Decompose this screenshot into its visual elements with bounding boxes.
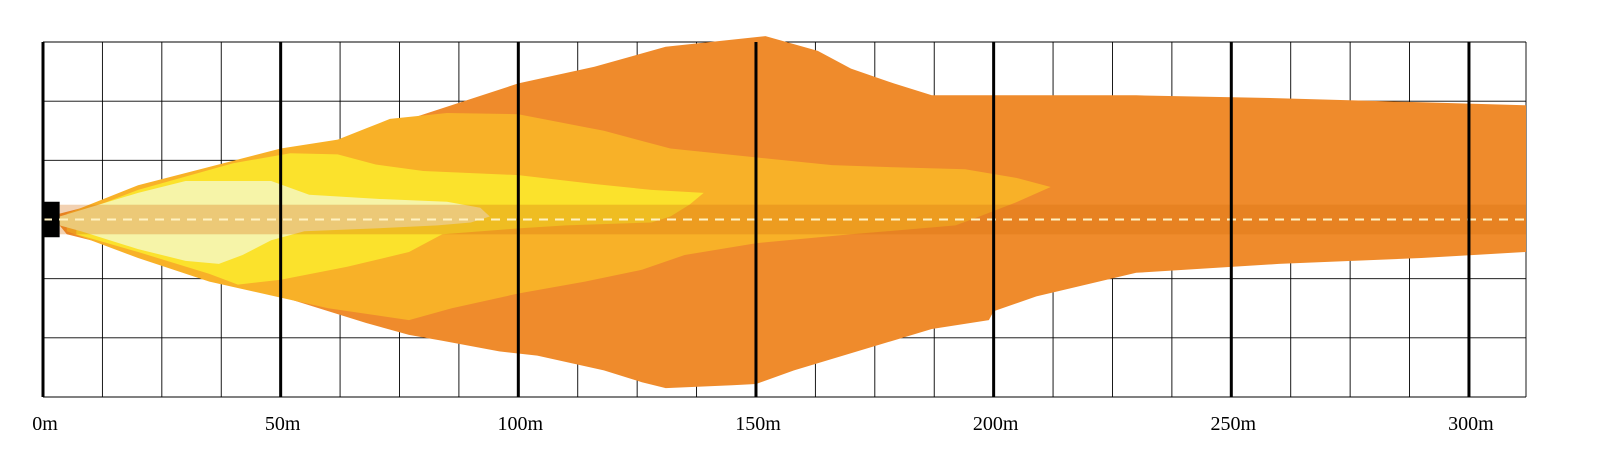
x-tick-label: 300m — [1448, 413, 1494, 435]
x-tick-label: 100m — [498, 413, 544, 435]
x-tick-label: 200m — [973, 413, 1019, 435]
x-tick-label: 0m — [32, 413, 58, 435]
beam-area-inner — [59, 181, 490, 264]
x-axis-ticks: 0m 50m 100m 150m 200m 250m 300m — [32, 413, 1494, 435]
major-grid — [41, 42, 1471, 397]
x-tick-label: 250m — [1211, 413, 1257, 435]
beam-areas — [59, 36, 1527, 389]
center-band — [43, 201, 1526, 238]
x-tick-label: 150m — [735, 413, 781, 435]
x-tick-label: 50m — [265, 413, 301, 435]
